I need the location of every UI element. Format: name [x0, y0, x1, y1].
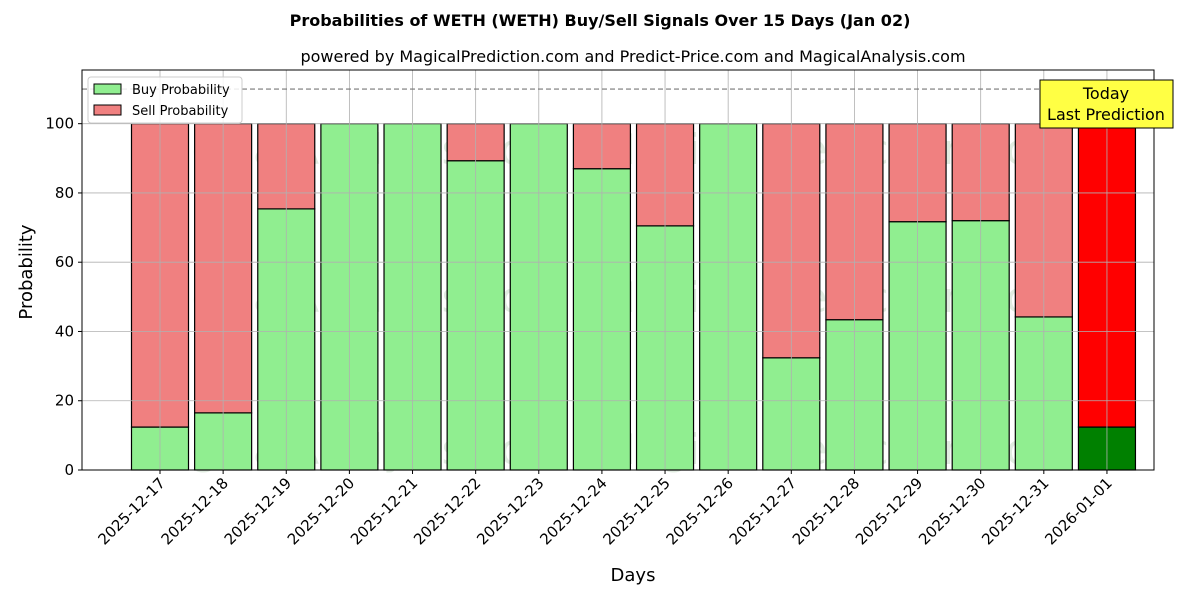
- axes-frame: [81, 69, 1155, 471]
- x-tick-label: 2025-12-29: [852, 474, 926, 548]
- annotation-line2: Last Prediction: [1047, 105, 1165, 124]
- today-annotation-box: [1039, 79, 1174, 129]
- x-tick-label: 2026-01-01: [1041, 474, 1115, 548]
- x-tick-label: 2025-12-19: [221, 474, 295, 548]
- x-tick-label: 2025-12-31: [978, 474, 1052, 548]
- x-tick-label: 2025-12-25: [599, 474, 673, 548]
- legend-label: Buy Probability: [132, 83, 230, 98]
- legend-swatch: [93, 83, 122, 95]
- x-tick-label: 2025-12-28: [789, 474, 863, 548]
- y-tick-label: 0: [64, 461, 74, 479]
- x-tick-label: 2025-12-23: [473, 474, 547, 548]
- legend: [87, 76, 243, 124]
- x-tick-label: 2025-12-21: [347, 474, 421, 548]
- x-tick-label: 2025-12-30: [915, 474, 989, 548]
- x-tick-label: 2025-12-26: [663, 474, 737, 548]
- legend-swatch: [93, 104, 122, 116]
- plot-area: MagicalAnalysis.comMagicalPrediction.com…: [45, 69, 1174, 548]
- y-tick-label: 60: [55, 253, 74, 271]
- x-tick-label: 2025-12-17: [94, 474, 168, 548]
- x-tick-label: 2025-12-24: [536, 474, 610, 548]
- y-tick-label: 20: [55, 392, 74, 410]
- chart-subtitle: powered by MagicalPrediction.com and Pre…: [300, 47, 965, 66]
- y-tick-label: 100: [45, 115, 74, 133]
- x-tick-label: 2025-12-22: [410, 474, 484, 548]
- y-axis-label: Probability: [16, 224, 37, 319]
- x-tick-label: 2025-12-27: [726, 474, 800, 548]
- y-tick-label: 80: [55, 184, 74, 202]
- x-tick-label: 2025-12-18: [158, 474, 232, 548]
- chart-title: Probabilities of WETH (WETH) Buy/Sell Si…: [290, 11, 911, 30]
- x-axis-label: Days: [611, 565, 656, 586]
- annotation-line1: Today: [1082, 84, 1129, 103]
- y-tick-label: 40: [55, 322, 74, 340]
- x-tick-label: 2025-12-20: [284, 474, 358, 548]
- legend-label: Sell Probability: [132, 104, 229, 119]
